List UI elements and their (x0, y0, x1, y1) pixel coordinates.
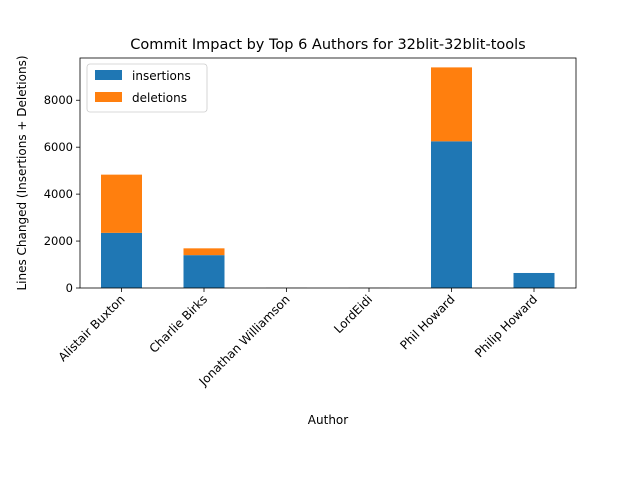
legend-label-deletions: deletions (132, 91, 187, 105)
x-axis-label: Author (308, 413, 348, 427)
chart-title: Commit Impact by Top 6 Authors for 32bli… (130, 37, 525, 53)
bar-deletions-0 (101, 174, 142, 233)
legend-label-insertions: insertions (132, 69, 191, 83)
legend-swatch-deletions (95, 92, 122, 102)
bar-insertions-0 (101, 232, 142, 288)
y-axis: 0 2000 4000 6000 8000 (44, 93, 80, 295)
bar-insertions-1 (183, 255, 225, 288)
bar-deletions-4 (431, 67, 472, 142)
y-tick-label: 8000 (44, 93, 73, 107)
y-tick-label: 2000 (44, 234, 73, 248)
bar-insertions-5 (513, 272, 555, 288)
y-axis-label: Lines Changed (Insertions + Deletions) (15, 55, 29, 290)
bars-group (101, 67, 555, 288)
y-tick-label: 4000 (44, 187, 73, 201)
bar-deletions-1 (183, 248, 225, 256)
legend: insertions deletions (86, 63, 208, 113)
bar-insertions-4 (431, 141, 472, 288)
y-tick-label: 6000 (44, 140, 73, 154)
y-tick-label: 0 (66, 281, 73, 295)
legend-swatch-insertions (95, 70, 122, 80)
plot-frame (79, 57, 577, 289)
